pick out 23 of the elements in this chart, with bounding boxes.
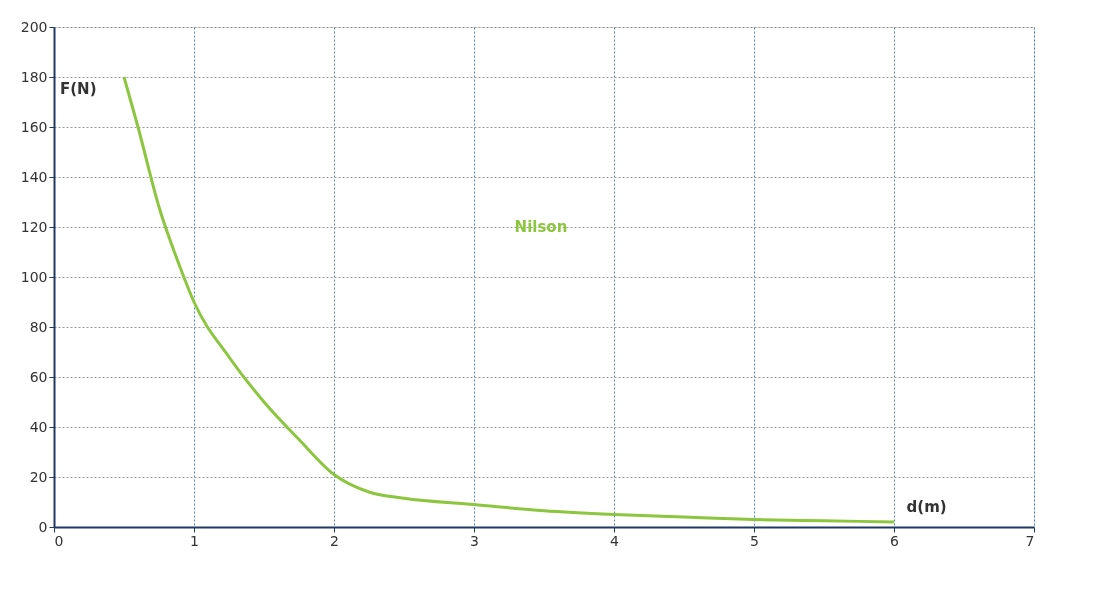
x-tick-label: 0 xyxy=(54,532,64,549)
y-tick-label: 120 xyxy=(20,218,48,235)
y-tick-label: 20 xyxy=(29,468,48,485)
x-tick-label: 4 xyxy=(610,532,620,549)
y-tick-label: 80 xyxy=(29,318,48,335)
x-tick-label: 7 xyxy=(1025,532,1035,549)
x-tick-label: 2 xyxy=(330,532,339,549)
y-tick-label: 100 xyxy=(20,268,48,285)
line-series xyxy=(122,75,896,524)
text: Nilson xyxy=(514,218,568,236)
y-tick-label: 200 xyxy=(20,18,48,35)
x-tick-label: 6 xyxy=(890,532,900,549)
y-axis-title: F(N) xyxy=(60,80,97,98)
x-tick-label: 3 xyxy=(470,532,479,549)
x-axis-title: d(m) xyxy=(906,498,947,516)
y-tick-label: 140 xyxy=(20,168,48,185)
x-tick-label: 1 xyxy=(190,532,199,549)
x-tick-label: 5 xyxy=(750,532,759,549)
y-tick-label: 160 xyxy=(20,118,48,135)
y-tick-label: 180 xyxy=(20,68,48,85)
y-tick-label: 40 xyxy=(29,418,48,435)
y-tick-label: 0 xyxy=(38,518,48,535)
y-tick-label: 60 xyxy=(29,368,48,385)
